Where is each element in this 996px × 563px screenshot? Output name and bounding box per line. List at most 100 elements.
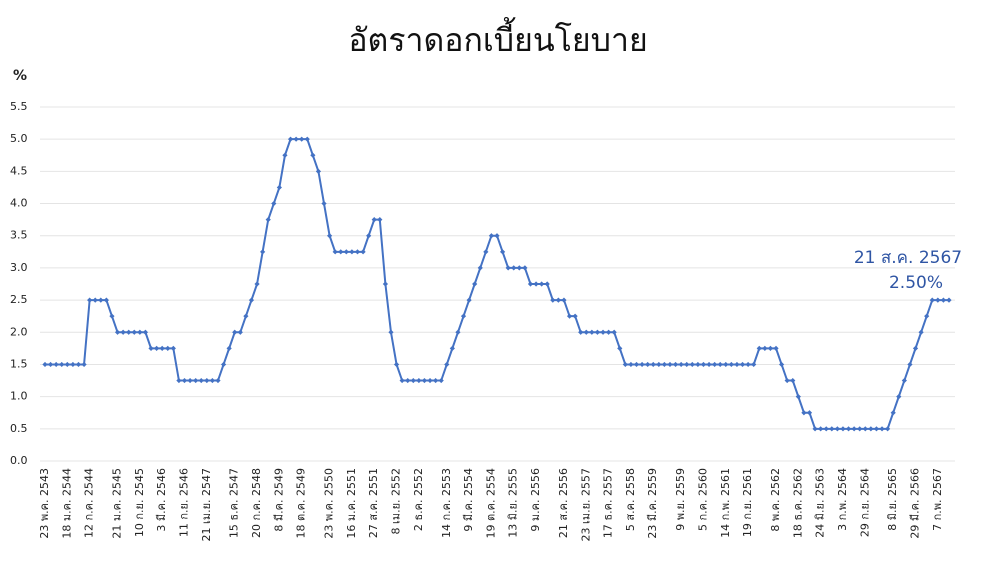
- x-tick-label: 9 มี.ค. 2554: [462, 468, 475, 532]
- marker: [176, 377, 182, 384]
- marker: [773, 345, 779, 351]
- marker: [784, 377, 790, 384]
- x-tick-label: 11 ก.ย. 2546: [178, 468, 191, 537]
- marker: [109, 313, 115, 319]
- line: [45, 138, 949, 430]
- marker: [896, 394, 902, 400]
- marker: [572, 313, 578, 319]
- marker: [672, 361, 679, 368]
- x-tick-label: 5 ส.ค. 2558: [624, 468, 637, 531]
- x-tick-label: 3 ก.พ. 2564: [836, 468, 849, 531]
- marker: [912, 345, 919, 351]
- marker: [656, 361, 662, 368]
- marker: [92, 297, 98, 303]
- marker: [717, 361, 723, 368]
- marker: [64, 361, 70, 368]
- x-tick-label: 18 ต.ค. 2549: [295, 468, 308, 538]
- marker: [421, 377, 428, 384]
- marker: [617, 345, 623, 351]
- marker: [237, 329, 243, 335]
- marker: [751, 361, 757, 368]
- marker: [405, 377, 411, 384]
- y-tick-label: 0.5: [10, 422, 28, 435]
- x-tick-label: 3 มี.ค. 2546: [155, 468, 168, 532]
- x-tick-label: 27 ส.ค. 2551: [367, 468, 380, 538]
- marker: [427, 377, 433, 384]
- marker: [734, 361, 740, 368]
- x-tick-label: 29 ก.ย. 2564: [858, 468, 871, 537]
- marker: [561, 297, 567, 303]
- annotation: 21 ส.ค. 2567: [854, 248, 962, 268]
- marker: [416, 377, 422, 384]
- marker: [142, 329, 149, 335]
- marker: [924, 313, 930, 319]
- marker: [148, 345, 154, 351]
- marker: [879, 426, 885, 432]
- x-tick-label: 8 เม.ย. 2552: [390, 468, 403, 534]
- x-tick-label: 18 ธ.ค. 2562: [791, 468, 804, 538]
- marker: [684, 361, 690, 368]
- marker: [98, 297, 104, 303]
- marker: [75, 361, 82, 368]
- x-tick-label: 8 มิ.ย. 2565: [886, 468, 899, 531]
- marker: [399, 377, 405, 384]
- marker: [42, 361, 48, 368]
- marker: [778, 361, 785, 368]
- marker: [756, 345, 762, 351]
- marker: [544, 281, 550, 287]
- marker: [862, 426, 868, 432]
- marker: [165, 345, 171, 351]
- marker: [276, 184, 282, 191]
- annotation: 2.50%: [889, 273, 943, 293]
- marker: [918, 329, 924, 335]
- marker: [594, 329, 601, 335]
- marker: [706, 361, 712, 368]
- marker: [661, 361, 668, 368]
- y-tick-label: 2.0: [10, 325, 28, 338]
- marker: [460, 313, 467, 319]
- x-tick-label: 13 มิ.ย. 2555: [507, 468, 520, 538]
- y-tick-label: 4.0: [10, 197, 28, 210]
- chart-title: อัตราดอกเบี้ยนโยบาย: [348, 17, 647, 59]
- marker: [857, 426, 863, 432]
- marker: [806, 410, 813, 416]
- marker: [159, 345, 165, 351]
- x-tick-label: 23 พ.ค. 2550: [323, 468, 336, 539]
- marker: [522, 265, 528, 271]
- marker: [472, 281, 478, 287]
- marker: [868, 426, 874, 432]
- marker: [354, 249, 361, 255]
- marker: [388, 329, 394, 335]
- marker: [70, 361, 76, 368]
- marker: [271, 200, 277, 207]
- marker: [767, 345, 774, 351]
- marker: [410, 377, 416, 384]
- marker: [315, 168, 322, 174]
- x-tick-label: 24 มิ.ย. 2563: [814, 468, 827, 538]
- marker: [639, 361, 645, 368]
- marker: [901, 377, 907, 384]
- marker: [516, 265, 522, 271]
- marker: [935, 297, 941, 303]
- marker: [650, 361, 656, 368]
- x-tick-label: 21 ม.ค. 2545: [111, 468, 124, 539]
- marker: [578, 329, 584, 335]
- marker: [940, 297, 947, 303]
- marker: [600, 329, 606, 335]
- marker: [81, 361, 87, 368]
- x-tick-label: 8 พ.ค. 2562: [769, 468, 782, 532]
- marker: [326, 233, 333, 239]
- marker: [248, 297, 255, 303]
- marker: [589, 329, 595, 335]
- marker: [700, 361, 707, 368]
- marker: [818, 426, 824, 432]
- marker: [103, 297, 109, 303]
- marker: [488, 233, 495, 239]
- marker: [293, 136, 299, 142]
- marker: [433, 377, 439, 384]
- marker: [885, 426, 891, 432]
- marker: [59, 361, 65, 368]
- x-tick-label: 12 ก.ค. 2544: [83, 468, 96, 538]
